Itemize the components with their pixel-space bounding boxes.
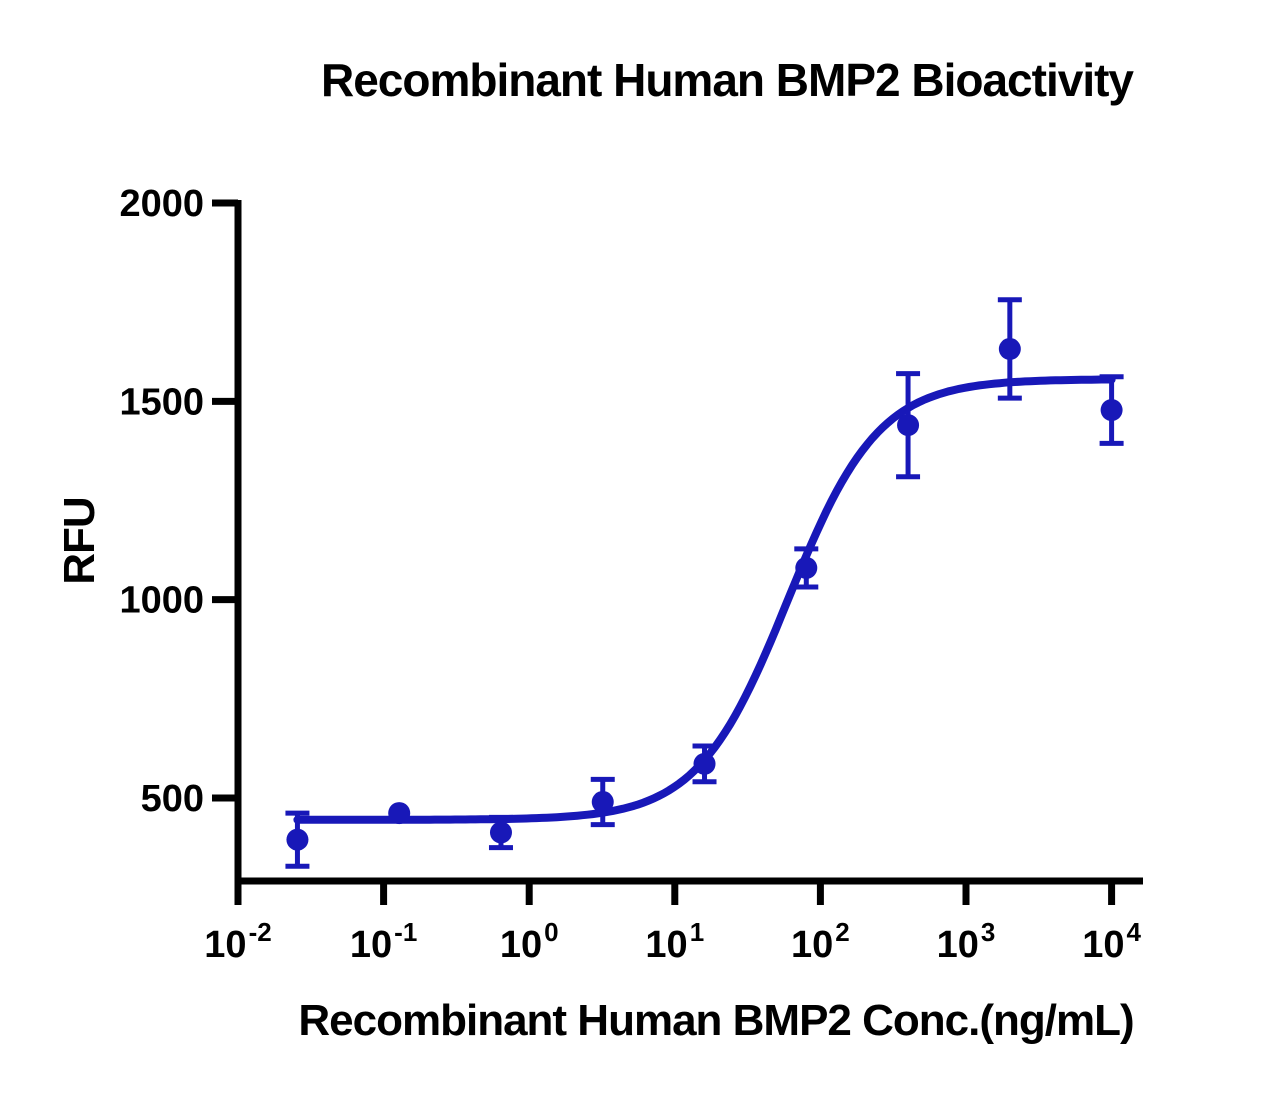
data-point — [286, 828, 309, 851]
chart-title: Recombinant Human BMP2 Bioactivity — [321, 54, 1134, 106]
data-point — [388, 802, 411, 825]
x-axis-title: Recombinant Human BMP2 Conc.(ng/mL) — [298, 996, 1133, 1045]
x-tick-label: 10-1 — [350, 917, 417, 966]
x-tick-label: 100 — [500, 917, 559, 966]
data-point — [795, 556, 818, 579]
data-point — [897, 414, 920, 437]
y-tick-label: 2000 — [119, 183, 204, 225]
x-tick-label: 104 — [1082, 917, 1141, 966]
data-point — [489, 821, 512, 844]
y-tick-label: 500 — [141, 778, 204, 820]
data-point — [998, 337, 1021, 360]
x-tick-label: 101 — [645, 917, 704, 966]
axes-layer — [234, 200, 1143, 905]
x-tick-layer: 10-2 10-1 100 101 102 103 104 — [204, 881, 1142, 966]
data-point — [591, 790, 614, 813]
data-point — [693, 752, 716, 775]
y-tick-label: 1500 — [119, 381, 204, 423]
y-tick-layer: 500 1000 1500 2000 — [119, 183, 238, 820]
data-point-layer — [286, 337, 1123, 851]
x-tick-label: 102 — [791, 917, 850, 966]
data-point — [1100, 399, 1123, 422]
x-tick-label: 10-2 — [204, 917, 271, 966]
y-axis-title: RFU — [55, 497, 104, 584]
x-tick-label: 103 — [937, 917, 996, 966]
y-tick-label: 1000 — [119, 580, 204, 622]
